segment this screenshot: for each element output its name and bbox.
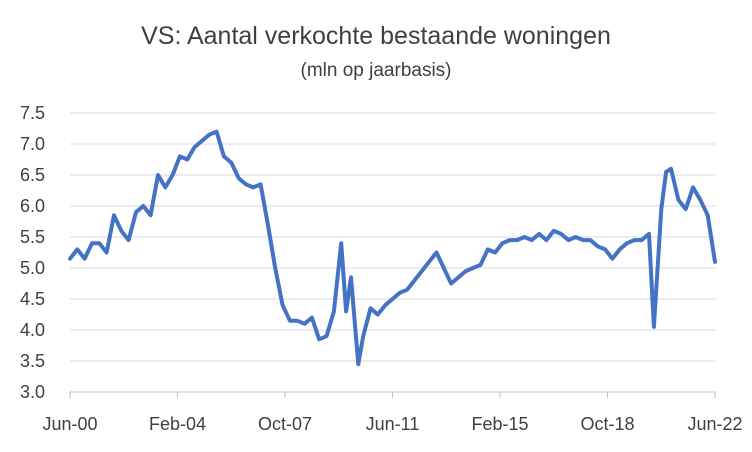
y-tick-label: 6.0: [20, 196, 45, 216]
x-tick-label: Feb-04: [149, 414, 206, 434]
y-tick-label: 5.0: [20, 258, 45, 278]
y-tick-label: 7.0: [20, 134, 45, 154]
y-tick-label: 6.5: [20, 165, 45, 185]
x-tick-label: Oct-18: [580, 414, 634, 434]
y-tick-label: 3.5: [20, 351, 45, 371]
y-tick-label: 3.0: [20, 382, 45, 402]
y-tick-label: 4.0: [20, 320, 45, 340]
x-tick-label: Jun-00: [42, 414, 97, 434]
y-tick-label: 7.5: [20, 103, 45, 123]
chart-title: VS: Aantal verkochte bestaande woningen: [141, 22, 611, 50]
x-tick-label: Feb-15: [471, 414, 528, 434]
chart-subtitle: (mln op jaarbasis): [300, 60, 452, 81]
x-tick-label: Jun-22: [687, 414, 742, 434]
series-line: [68, 129, 717, 367]
y-tick-label: 4.5: [20, 289, 45, 309]
y-tick-label: 5.5: [20, 227, 45, 247]
x-tick-label: Oct-07: [258, 414, 312, 434]
x-tick-label: Jun-11: [366, 414, 420, 434]
